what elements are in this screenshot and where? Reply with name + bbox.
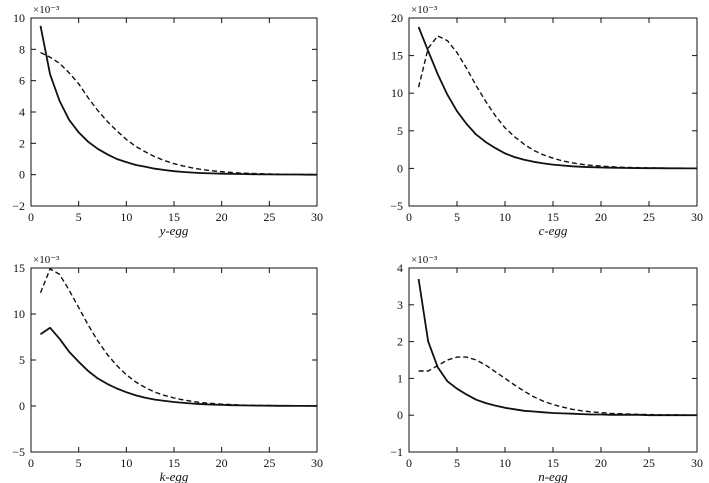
dashed-series-line-n-egg [418, 356, 697, 416]
y-tick-label-n-egg: 4 [397, 261, 403, 275]
solid-series-line-y-egg [39, 25, 317, 176]
x-tick-label-y-egg: 10 [120, 210, 132, 224]
x-tick-label-c-egg: 0 [406, 210, 412, 224]
x-tick-label-y-egg: 30 [311, 210, 323, 224]
y-tick-label-k-egg: 0 [19, 399, 25, 413]
y-tick-label-n-egg: 3 [397, 298, 403, 312]
x-axis-label-c-egg: c-egg [539, 223, 568, 238]
x-tick-label-n-egg: 15 [547, 456, 559, 470]
x-tick-label-y-egg: 25 [263, 210, 275, 224]
x-tick-label-k-egg: 30 [311, 456, 323, 470]
dashed-series-line-k-egg [39, 268, 317, 407]
y-tick-label-y-egg: 2 [19, 136, 25, 150]
x-axis-label-y-egg: y-egg [158, 223, 189, 238]
dashed-series-line-y-egg [40, 51, 317, 176]
y-tick-label-n-egg: 0 [397, 408, 403, 422]
x-tick-label-y-egg: 15 [168, 210, 180, 224]
x-axis-label-n-egg: n-egg [538, 469, 568, 483]
x-tick-label-n-egg: 20 [595, 456, 607, 470]
y-tick-label-y-egg: 6 [19, 74, 25, 88]
x-tick-label-k-egg: 20 [216, 456, 228, 470]
y-tick-label-y-egg: 10 [13, 11, 25, 25]
x-tick-label-n-egg: 30 [691, 456, 703, 470]
scale-label-y-egg: ×10⁻³ [33, 4, 60, 16]
x-tick-label-n-egg: 25 [643, 456, 655, 470]
y-tick-label-k-egg: −5 [12, 445, 25, 459]
y-tick-label-y-egg: 0 [19, 168, 25, 182]
dashed-series-line-c-egg [417, 35, 698, 169]
solid-series-line-n-egg [417, 278, 697, 417]
x-tick-label-c-egg: 15 [547, 210, 559, 224]
x-tick-label-n-egg: 10 [499, 456, 511, 470]
y-tick-label-c-egg: −5 [390, 199, 403, 213]
y-tick-label-k-egg: 10 [13, 307, 25, 321]
solid-series-line-k-egg [40, 326, 318, 407]
y-tick-label-n-egg: 2 [397, 335, 403, 349]
scale-label-n-egg: ×10⁻³ [411, 254, 438, 266]
x-tick-label-n-egg: 5 [454, 456, 460, 470]
x-tick-label-c-egg: 25 [643, 210, 655, 224]
x-tick-label-k-egg: 10 [120, 456, 132, 470]
x-tick-label-k-egg: 25 [263, 456, 275, 470]
scale-label-k-egg: ×10⁻³ [33, 254, 60, 266]
x-tick-label-k-egg: 5 [76, 456, 82, 470]
x-axis-label-k-egg: k-egg [160, 469, 189, 483]
y-tick-label-y-egg: 4 [19, 105, 25, 119]
x-tick-label-y-egg: 5 [76, 210, 82, 224]
x-tick-label-k-egg: 15 [168, 456, 180, 470]
x-tick-label-c-egg: 10 [499, 210, 511, 224]
axes-frame-k-egg [30, 267, 318, 453]
scale-label-c-egg: ×10⁻³ [411, 4, 438, 16]
y-tick-label-n-egg: 1 [397, 371, 403, 385]
axes-frame-y-egg [30, 17, 318, 207]
axes-frame-n-egg [408, 267, 698, 453]
y-tick-label-y-egg: 8 [19, 42, 25, 56]
x-tick-label-n-egg: 0 [406, 456, 412, 470]
y-tick-label-c-egg: 0 [397, 161, 403, 175]
x-tick-label-c-egg: 5 [454, 210, 460, 224]
y-tick-label-k-egg: 5 [19, 353, 25, 367]
y-tick-label-y-egg: −2 [12, 199, 25, 213]
solid-series-line-c-egg [417, 26, 697, 170]
y-tick-label-c-egg: 20 [391, 11, 403, 25]
x-tick-label-c-egg: 20 [595, 210, 607, 224]
x-tick-label-y-egg: 20 [216, 210, 228, 224]
x-tick-label-k-egg: 0 [28, 456, 34, 470]
y-tick-label-n-egg: −1 [390, 445, 403, 459]
y-tick-label-c-egg: 5 [397, 124, 403, 138]
y-tick-label-c-egg: 10 [391, 86, 403, 100]
x-tick-label-c-egg: 30 [691, 210, 703, 224]
y-tick-label-k-egg: 15 [13, 261, 25, 275]
y-tick-label-c-egg: 15 [391, 49, 403, 63]
x-tick-label-y-egg: 0 [28, 210, 34, 224]
